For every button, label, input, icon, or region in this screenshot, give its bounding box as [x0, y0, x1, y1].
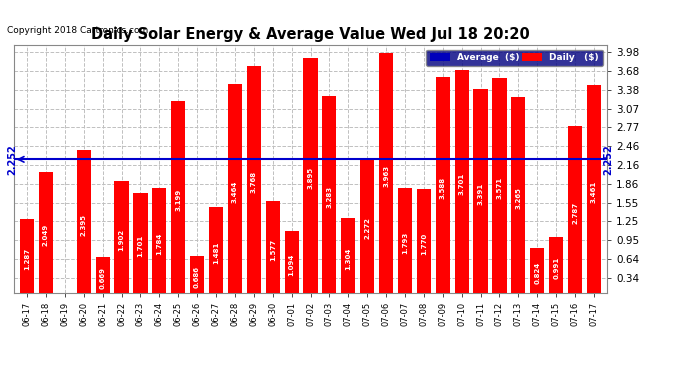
Bar — [152, 188, 166, 298]
Bar — [133, 194, 148, 298]
Text: 2.787: 2.787 — [572, 201, 578, 223]
Text: 1.793: 1.793 — [402, 232, 408, 254]
Text: 1.481: 1.481 — [213, 242, 219, 264]
Text: 3.391: 3.391 — [477, 183, 484, 205]
Bar — [587, 84, 601, 298]
Text: 3.571: 3.571 — [497, 177, 502, 199]
Bar — [473, 89, 488, 298]
Bar — [228, 84, 242, 298]
Text: 3.461: 3.461 — [591, 180, 597, 203]
Text: Copyright 2018 Cartronics.com: Copyright 2018 Cartronics.com — [7, 26, 148, 35]
Bar — [247, 66, 261, 298]
Bar — [209, 207, 223, 298]
Text: 0.669: 0.669 — [99, 267, 106, 289]
Bar — [493, 78, 506, 298]
Text: 3.199: 3.199 — [175, 189, 181, 211]
Bar — [398, 188, 412, 298]
Text: 1.094: 1.094 — [288, 254, 295, 276]
Bar — [171, 101, 186, 298]
Bar — [342, 218, 355, 298]
Text: 2.272: 2.272 — [364, 217, 371, 239]
Text: 1.770: 1.770 — [421, 233, 427, 255]
Bar — [115, 181, 128, 298]
Text: 3.701: 3.701 — [459, 173, 464, 195]
Bar — [39, 172, 53, 298]
Bar — [95, 257, 110, 298]
Text: 3.895: 3.895 — [308, 167, 313, 189]
Bar — [284, 231, 299, 298]
Bar — [530, 248, 544, 298]
Text: 2.049: 2.049 — [43, 224, 49, 246]
Bar — [549, 237, 563, 298]
Bar — [568, 126, 582, 298]
Text: 0.991: 0.991 — [553, 257, 559, 279]
Bar — [304, 58, 317, 298]
Text: 2.395: 2.395 — [81, 214, 87, 236]
Bar — [435, 76, 450, 298]
Bar — [20, 219, 34, 298]
Bar — [511, 97, 526, 298]
Bar — [190, 256, 204, 298]
Bar — [379, 54, 393, 298]
Text: 0.686: 0.686 — [194, 267, 200, 288]
Text: 3.283: 3.283 — [326, 186, 333, 208]
Legend: Average  ($), Daily   ($): Average ($), Daily ($) — [426, 50, 602, 66]
Bar — [455, 70, 469, 298]
Text: 3.464: 3.464 — [232, 180, 238, 203]
Bar — [360, 158, 374, 298]
Text: 3.265: 3.265 — [515, 187, 522, 209]
Text: 2.252: 2.252 — [604, 144, 613, 175]
Bar — [77, 150, 91, 298]
Text: 2.252: 2.252 — [8, 144, 17, 175]
Bar — [417, 189, 431, 298]
Text: 1.304: 1.304 — [345, 247, 351, 270]
Text: 1.902: 1.902 — [119, 229, 124, 251]
Text: 3.768: 3.768 — [250, 171, 257, 193]
Bar — [266, 201, 279, 298]
Text: 1.287: 1.287 — [24, 248, 30, 270]
Bar — [322, 96, 337, 298]
Title: Daily Solar Energy & Average Value Wed Jul 18 20:20: Daily Solar Energy & Average Value Wed J… — [91, 27, 530, 42]
Text: 3.963: 3.963 — [383, 165, 389, 187]
Text: 0.824: 0.824 — [534, 262, 540, 284]
Text: 1.784: 1.784 — [157, 232, 162, 255]
Text: 3.588: 3.588 — [440, 177, 446, 199]
Text: 1.577: 1.577 — [270, 239, 276, 261]
Text: 1.701: 1.701 — [137, 235, 144, 257]
